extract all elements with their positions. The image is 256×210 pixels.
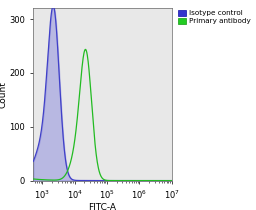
Legend: Isotype control, Primary antibody: Isotype control, Primary antibody: [177, 8, 252, 26]
Y-axis label: Count: Count: [0, 81, 8, 108]
X-axis label: FITC-A: FITC-A: [88, 203, 116, 210]
